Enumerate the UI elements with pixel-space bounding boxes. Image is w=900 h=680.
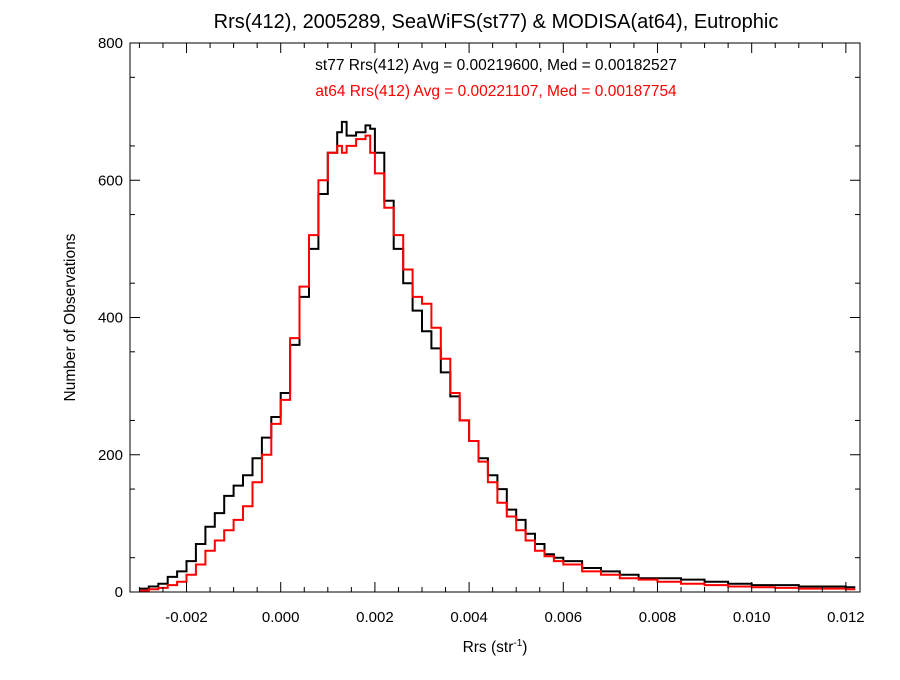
x-axis-label: Rrs (str-1) <box>463 638 528 656</box>
x-tick-label: -0.002 <box>165 609 208 626</box>
x-tick-label: 0.000 <box>262 609 300 626</box>
x-tick-label: 0.008 <box>639 609 677 626</box>
y-axis-label: Number of Observations <box>62 233 79 401</box>
series-layer <box>139 120 856 592</box>
x-tick-label: 0.010 <box>733 609 771 626</box>
x-axis-label-main: Rrs (str <box>463 639 514 656</box>
series-1-line <box>139 120 856 590</box>
y-tick-label: 400 <box>98 310 123 327</box>
annotation-2: at64 Rrs(412) Avg = 0.00221107, Med = 0.… <box>315 83 677 100</box>
y-tick-label: 0 <box>115 584 123 601</box>
x-tick-label: 0.012 <box>827 609 865 626</box>
y-tick-label: 200 <box>98 447 123 464</box>
series-2-line <box>139 134 856 592</box>
x-axis-label-end: ) <box>522 639 527 656</box>
axes-layer: -0.002 0.000 0.002 0.004 0.006 0.008 0.010 0.01… <box>98 35 865 626</box>
x-tick-label: 0.002 <box>356 609 394 626</box>
y-tick-label: 600 <box>98 172 123 189</box>
x-tick-label: 0.004 <box>450 609 488 626</box>
annotation-1: st77 Rrs(412) Avg = 0.00219600, Med = 0.… <box>315 57 677 74</box>
y-tick-label: 800 <box>98 35 123 52</box>
plot-frame <box>129 42 861 593</box>
x-tick-label: 0.006 <box>545 609 583 626</box>
stats-annotations: st77 Rrs(412) Avg = 0.00219600, Med = 0.… <box>315 57 677 100</box>
chart-title: Rrs(412), 2005289, SeaWiFS(st77) & MODIS… <box>214 11 779 33</box>
x-axis-label-superscript: -1 <box>513 638 522 649</box>
